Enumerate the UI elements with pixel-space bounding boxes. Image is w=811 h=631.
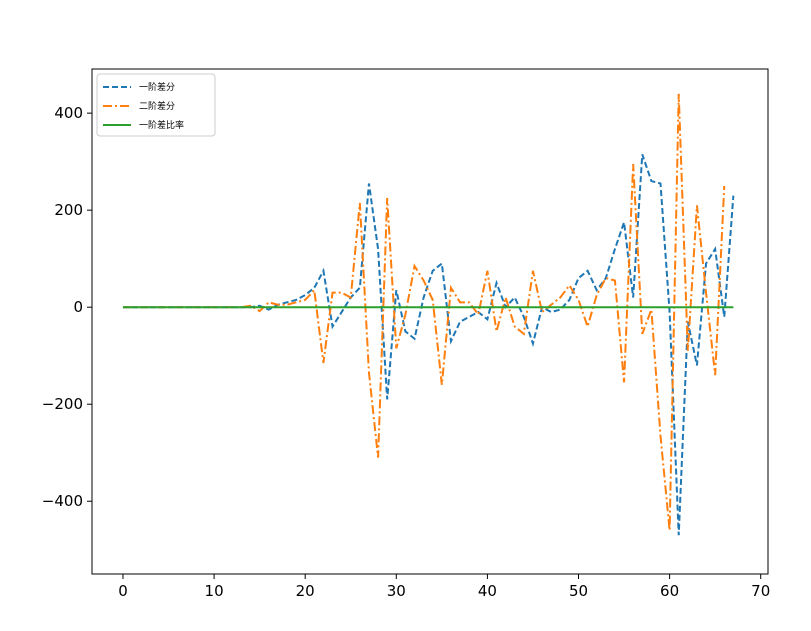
y-tick-label: −200	[42, 395, 83, 413]
x-tick-label: 0	[118, 582, 128, 600]
y-tick-label: 200	[54, 201, 83, 219]
y-tick-label: 400	[54, 104, 83, 122]
x-tick-label: 20	[296, 582, 315, 600]
data-line	[122, 154, 735, 536]
x-tick-label: 60	[660, 582, 679, 600]
x-tick-label: 40	[478, 582, 497, 600]
x-tick-label: 30	[387, 582, 406, 600]
plot-frame	[91, 68, 769, 575]
data-line	[122, 93, 726, 531]
legend-label: 二阶差分	[139, 100, 175, 112]
x-tick-label: 10	[205, 582, 224, 600]
y-tick-label: −400	[42, 492, 83, 510]
legend-label: 一阶差比率	[139, 119, 184, 131]
x-tick-label: 70	[751, 582, 770, 600]
y-tick-label: 0	[73, 298, 83, 316]
legend-box	[96, 73, 216, 137]
legend-label: 一阶差分	[139, 81, 175, 93]
x-tick-label: 50	[569, 582, 588, 600]
